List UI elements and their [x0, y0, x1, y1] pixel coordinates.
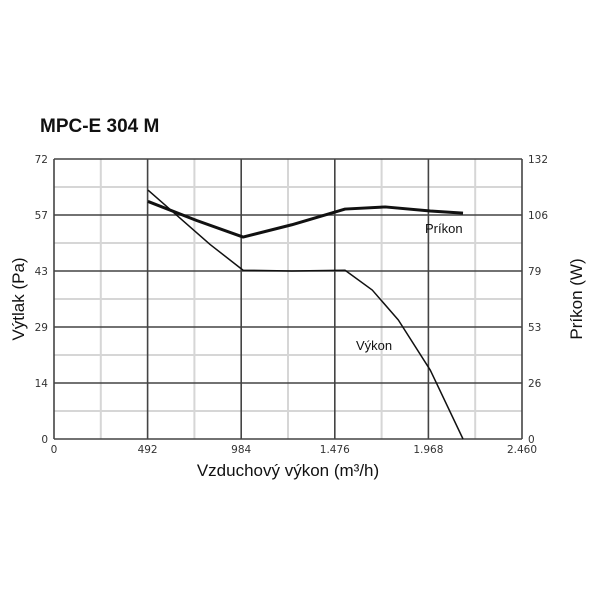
x-tick-label: 0: [51, 444, 58, 456]
series-line-prikon: [147, 200, 464, 239]
y-tick-label: 57: [35, 210, 48, 222]
x-tick-label: 492: [138, 444, 158, 456]
y-tick-label: 29: [35, 322, 48, 334]
y2-tick-label: 132: [528, 154, 548, 166]
y2-tick-label: 106: [528, 210, 548, 222]
y-tick-label: 0: [41, 434, 48, 446]
y2-tick-label: 0: [528, 434, 535, 446]
y-tick-label: 14: [35, 378, 49, 390]
y-tick-label: 72: [35, 154, 48, 166]
x-tick-label: 984: [231, 444, 251, 456]
x-axis-label: Vzduchový výkon (m³/h): [197, 461, 379, 480]
y2-tick-label: 79: [528, 266, 541, 278]
y-tick-label: 43: [35, 266, 48, 278]
y2-tick-label: 26: [528, 378, 542, 390]
y-axis-label: Výtlak (Pa): [9, 257, 28, 340]
x-tick-label: 1.476: [320, 444, 350, 456]
y2-tick-label: 53: [528, 322, 541, 334]
y2-axis-label: Príkon (W): [567, 258, 586, 339]
series-label-vykon: Výkon: [356, 338, 392, 353]
x-tick-label: 2.460: [507, 444, 537, 456]
chart-title: MPC-E 304 M: [40, 116, 160, 137]
series-line-vykon: [147, 189, 464, 440]
x-tick-label: 1.968: [413, 444, 443, 456]
series-label-prikon: Príkon: [425, 221, 463, 236]
